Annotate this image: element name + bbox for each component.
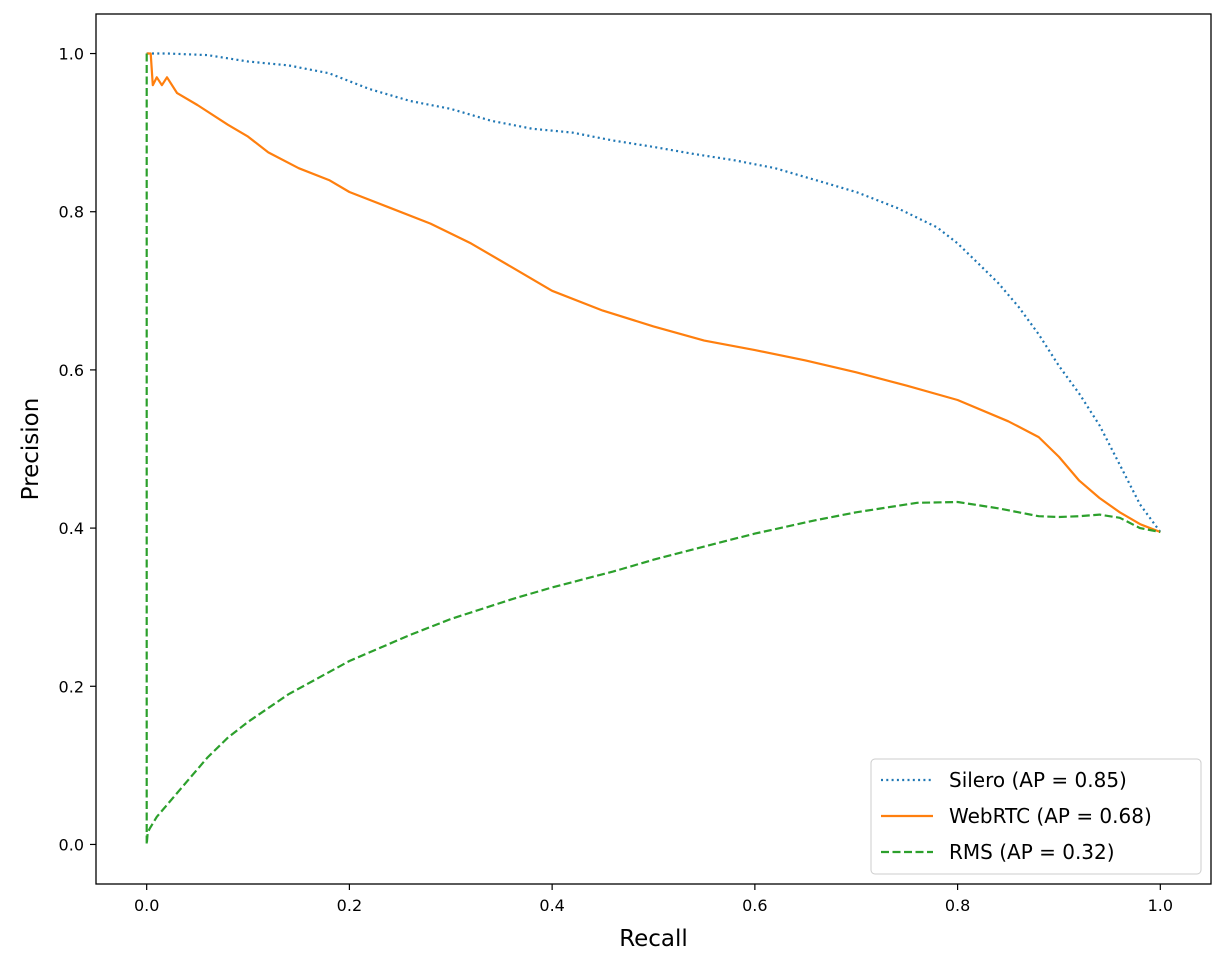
x-axis-ticks: 0.0 0.2 0.4 0.6 0.8 1.0 [134,884,1173,915]
y-tick-label: 0.2 [59,677,84,696]
y-tick-label: 0.4 [59,519,84,538]
legend: Silero (AP = 0.85) WebRTC (AP = 0.68) RMS … [870,758,1202,875]
y-axis-ticks: 0.0 0.2 0.4 0.6 0.8 1.0 [59,45,96,854]
y-tick-label: 1.0 [59,45,84,64]
y-tick-label: 0.6 [59,361,84,380]
y-tick-label: 0.0 [59,835,84,854]
x-tick-label: 0.6 [742,896,767,915]
x-tick-label: 0.0 [134,896,159,915]
series-line-0 [146,52,1162,533]
y-axis-label: Precision [18,398,44,501]
x-tick-label: 1.0 [1148,896,1173,915]
series-layer [145,52,1162,846]
legend-label-1: WebRTC (AP = 0.68) [949,804,1152,828]
plot-frame [95,13,1212,885]
y-tick-label: 0.8 [59,203,84,222]
x-tick-label: 0.4 [539,896,564,915]
series-line-1 [146,52,1161,534]
legend-box [870,758,1202,875]
legend-label-0: Silero (AP = 0.85) [949,768,1127,792]
series-line-2 [145,53,1161,846]
x-tick-label: 0.2 [337,896,362,915]
x-axis-label: Recall [619,926,688,952]
x-tick-label: 0.8 [945,896,970,915]
legend-label-2: RMS (AP = 0.32) [949,840,1115,864]
